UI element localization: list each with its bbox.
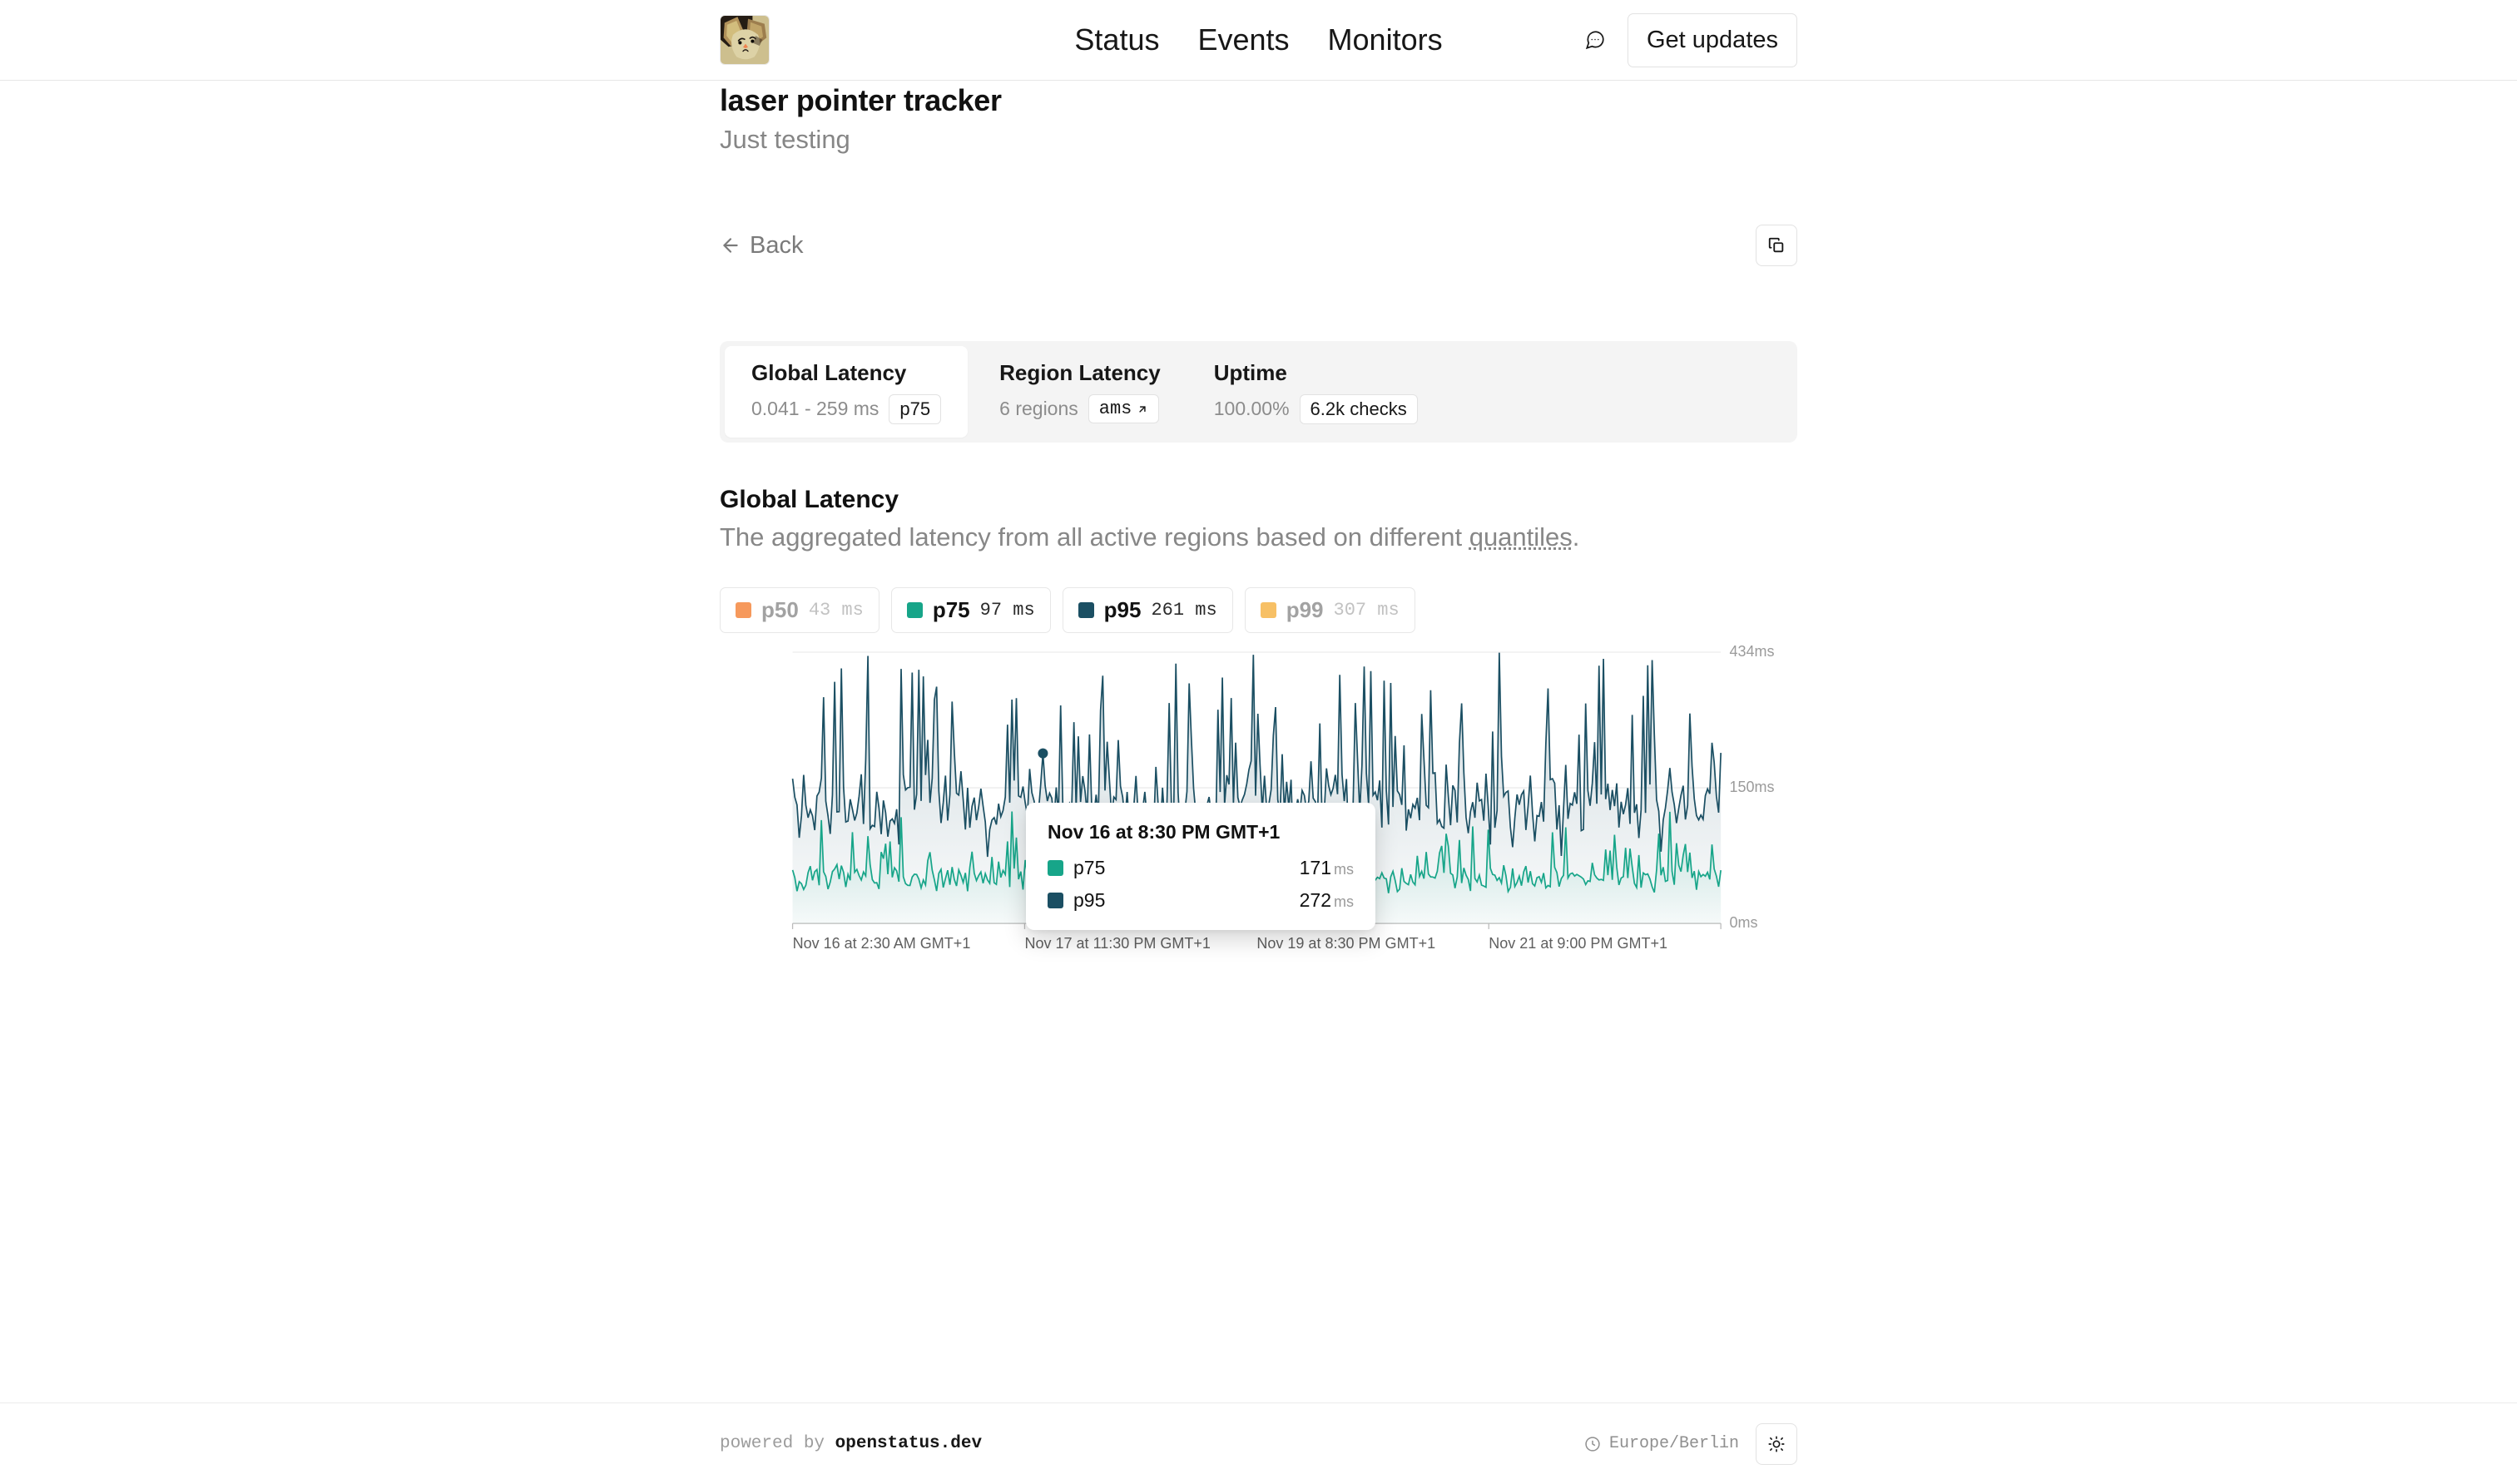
svg-text:Nov 17 at 11:30 PM GMT+1: Nov 17 at 11:30 PM GMT+1: [1024, 935, 1210, 952]
svg-text:Nov 19 at 8:30 PM GMT+1: Nov 19 at 8:30 PM GMT+1: [1256, 935, 1435, 952]
svg-text:Nov 16 at 2:30 AM GMT+1: Nov 16 at 2:30 AM GMT+1: [793, 935, 971, 952]
svg-text:434ms: 434ms: [1729, 643, 1774, 660]
svg-text:0ms: 0ms: [1729, 914, 1757, 931]
svg-text:Nov 21 at 9:00 PM GMT+1: Nov 21 at 9:00 PM GMT+1: [1489, 935, 1667, 952]
svg-text:150ms: 150ms: [1729, 779, 1774, 795]
